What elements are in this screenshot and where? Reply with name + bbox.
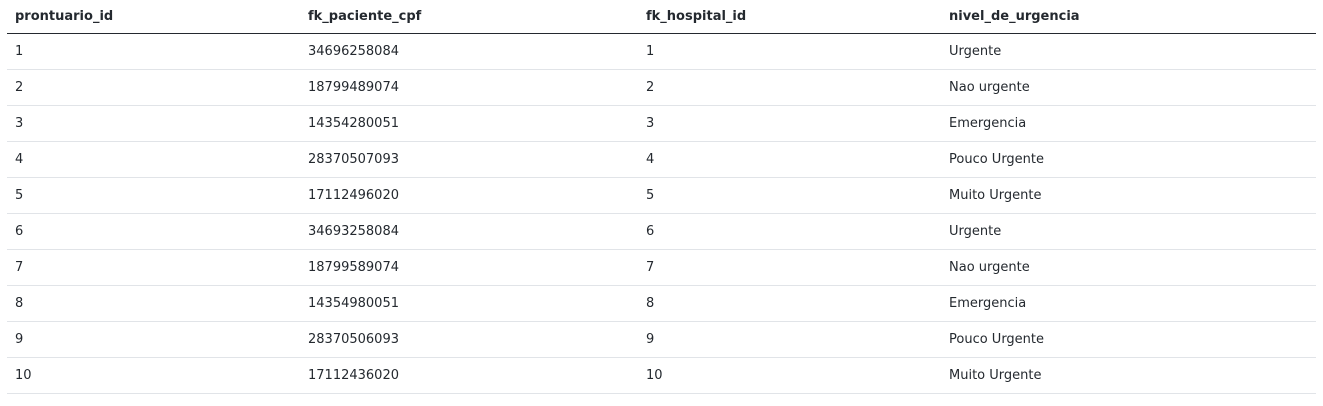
cell-fk-paciente-cpf: 14354280051 [300, 105, 638, 142]
cell-prontuario-id: 8 [7, 285, 300, 322]
results-table-container: prontuario_id fk_paciente_cpf fk_hospita… [7, 0, 1316, 394]
table-header: prontuario_id fk_paciente_cpf fk_hospita… [7, 0, 1316, 34]
cell-fk-hospital-id: 10 [638, 357, 941, 394]
cell-fk-paciente-cpf: 34696258084 [300, 33, 638, 70]
cell-fk-hospital-id: 4 [638, 141, 941, 178]
column-header-fk-hospital-id: fk_hospital_id [638, 0, 941, 34]
table-row: 7 18799589074 7 Nao urgente [7, 249, 1316, 286]
cell-fk-paciente-cpf: 18799489074 [300, 69, 638, 106]
column-header-prontuario-id: prontuario_id [7, 0, 300, 34]
cell-fk-paciente-cpf: 28370506093 [300, 321, 638, 358]
cell-prontuario-id: 1 [7, 33, 300, 70]
cell-fk-hospital-id: 6 [638, 213, 941, 250]
table-row: 4 28370507093 4 Pouco Urgente [7, 141, 1316, 178]
table-row: 9 28370506093 9 Pouco Urgente [7, 321, 1316, 358]
cell-fk-hospital-id: 3 [638, 105, 941, 142]
cell-fk-hospital-id: 8 [638, 285, 941, 322]
results-table: prontuario_id fk_paciente_cpf fk_hospita… [7, 0, 1316, 394]
cell-prontuario-id: 5 [7, 177, 300, 214]
cell-prontuario-id: 6 [7, 213, 300, 250]
cell-fk-hospital-id: 7 [638, 249, 941, 286]
table-row: 8 14354980051 8 Emergencia [7, 285, 1316, 322]
cell-prontuario-id: 7 [7, 249, 300, 286]
cell-fk-hospital-id: 1 [638, 33, 941, 70]
cell-prontuario-id: 3 [7, 105, 300, 142]
cell-nivel-de-urgencia: Nao urgente [941, 69, 1316, 106]
cell-nivel-de-urgencia: Muito Urgente [941, 357, 1316, 394]
table-row: 6 34693258084 6 Urgente [7, 213, 1316, 250]
table-row: 10 17112436020 10 Muito Urgente [7, 357, 1316, 394]
cell-prontuario-id: 4 [7, 141, 300, 178]
cell-fk-paciente-cpf: 34693258084 [300, 213, 638, 250]
cell-fk-paciente-cpf: 28370507093 [300, 141, 638, 178]
cell-prontuario-id: 2 [7, 69, 300, 106]
cell-fk-hospital-id: 2 [638, 69, 941, 106]
cell-nivel-de-urgencia: Pouco Urgente [941, 321, 1316, 358]
cell-nivel-de-urgencia: Emergencia [941, 105, 1316, 142]
cell-nivel-de-urgencia: Muito Urgente [941, 177, 1316, 214]
cell-fk-hospital-id: 9 [638, 321, 941, 358]
cell-nivel-de-urgencia: Pouco Urgente [941, 141, 1316, 178]
cell-prontuario-id: 10 [7, 357, 300, 394]
table-row: 1 34696258084 1 Urgente [7, 33, 1316, 70]
table-row: 3 14354280051 3 Emergencia [7, 105, 1316, 142]
table-row: 5 17112496020 5 Muito Urgente [7, 177, 1316, 214]
cell-nivel-de-urgencia: Urgente [941, 213, 1316, 250]
header-row: prontuario_id fk_paciente_cpf fk_hospita… [7, 0, 1316, 34]
table-body: 1 34696258084 1 Urgente 2 18799489074 2 … [7, 33, 1316, 394]
cell-fk-paciente-cpf: 14354980051 [300, 285, 638, 322]
cell-fk-paciente-cpf: 17112496020 [300, 177, 638, 214]
column-header-nivel-de-urgencia: nivel_de_urgencia [941, 0, 1316, 34]
table-row: 2 18799489074 2 Nao urgente [7, 69, 1316, 106]
cell-prontuario-id: 9 [7, 321, 300, 358]
cell-nivel-de-urgencia: Urgente [941, 33, 1316, 70]
cell-fk-paciente-cpf: 18799589074 [300, 249, 638, 286]
cell-nivel-de-urgencia: Nao urgente [941, 249, 1316, 286]
cell-nivel-de-urgencia: Emergencia [941, 285, 1316, 322]
column-header-fk-paciente-cpf: fk_paciente_cpf [300, 0, 638, 34]
cell-fk-hospital-id: 5 [638, 177, 941, 214]
cell-fk-paciente-cpf: 17112436020 [300, 357, 638, 394]
